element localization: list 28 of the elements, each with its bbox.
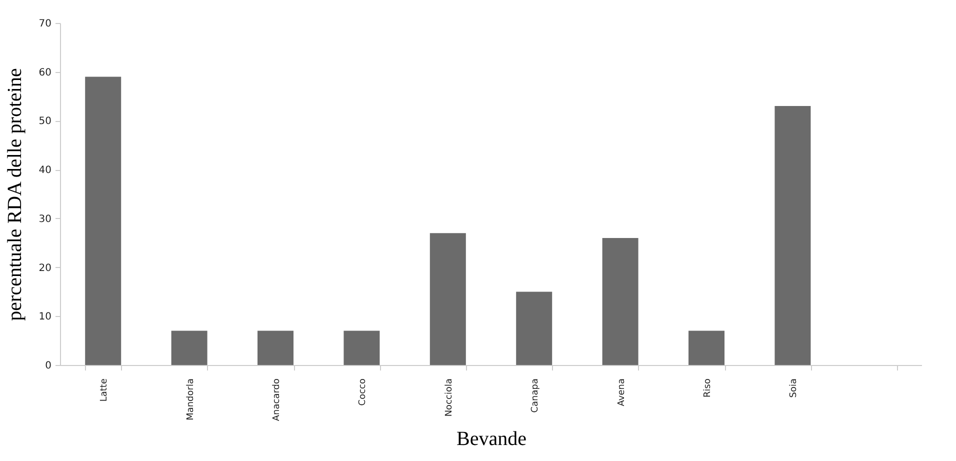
y-tick-label: 10 [38,312,52,323]
bar [774,106,811,365]
y-tick-label: 60 [38,67,52,78]
x-tick-label: Mandorla [186,378,196,420]
bar [602,238,638,365]
x-tick-label: Cocco [358,378,368,406]
x-axis-title: Bevande [456,428,527,450]
x-tick-label: Nocciola [444,378,454,417]
x-tick-label: Anacardo [272,378,282,422]
bar [85,76,122,365]
bar [171,330,208,365]
bar [258,330,294,365]
y-tick-label: 40 [38,165,52,176]
x-tick-label: Riso [703,378,713,398]
y-axis-title: percentuale RDA delle proteine [4,68,26,321]
x-tick-label: Avena [616,378,627,406]
bar [516,292,552,365]
y-tick-label: 30 [38,214,52,225]
y-tick-label: 50 [38,116,52,128]
y-tick-label: 20 [38,262,52,274]
bar [344,330,380,365]
x-tick-label: Soia [789,378,800,398]
y-tick-label: 0 [45,360,52,372]
x-tick-label: Latte [100,378,110,402]
y-tick-label: 70 [38,18,52,30]
x-tick-label: Canapa [530,378,541,413]
bar [430,233,466,365]
bar [688,330,724,365]
